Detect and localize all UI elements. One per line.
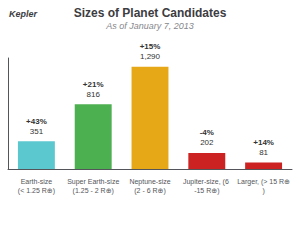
svg-text:+21%: +21% — [83, 80, 104, 89]
svg-text:+43%: +43% — [26, 117, 47, 126]
svg-text:202: 202 — [200, 138, 214, 147]
svg-text:): ) — [262, 187, 264, 195]
svg-text:Larger, (> 15 R⊕: Larger, (> 15 R⊕ — [237, 178, 290, 186]
svg-text:As of January 7, 2013: As of January 7, 2013 — [105, 21, 194, 31]
svg-text:81: 81 — [259, 148, 268, 157]
svg-text:Super Earth-size: Super Earth-size — [67, 178, 119, 186]
svg-text:-4%: -4% — [200, 128, 214, 137]
svg-text:(< 1.25 R⊕): (< 1.25 R⊕) — [18, 187, 55, 195]
svg-text:816: 816 — [87, 90, 101, 99]
svg-text:Jupiter-size, (6: Jupiter-size, (6 — [183, 178, 231, 186]
svg-text:-15 R⊕): -15 R⊕) — [194, 187, 219, 195]
svg-text:Neptune-size: Neptune-size — [129, 178, 170, 186]
svg-text:1,290: 1,290 — [140, 52, 161, 61]
svg-text:+14%: +14% — [253, 138, 274, 147]
svg-text:(1.25 - 2 R⊕): (1.25 - 2 R⊕) — [73, 187, 114, 195]
svg-text:351: 351 — [30, 127, 44, 136]
svg-text:Kepler: Kepler — [9, 9, 38, 19]
svg-text:Earth-size: Earth-size — [21, 178, 53, 185]
svg-text:+15%: +15% — [140, 42, 161, 51]
svg-text:(2 - 6 R⊕): (2 - 6 R⊕) — [134, 187, 166, 195]
svg-text:Sizes of Planet Candidates: Sizes of Planet Candidates — [74, 6, 227, 20]
